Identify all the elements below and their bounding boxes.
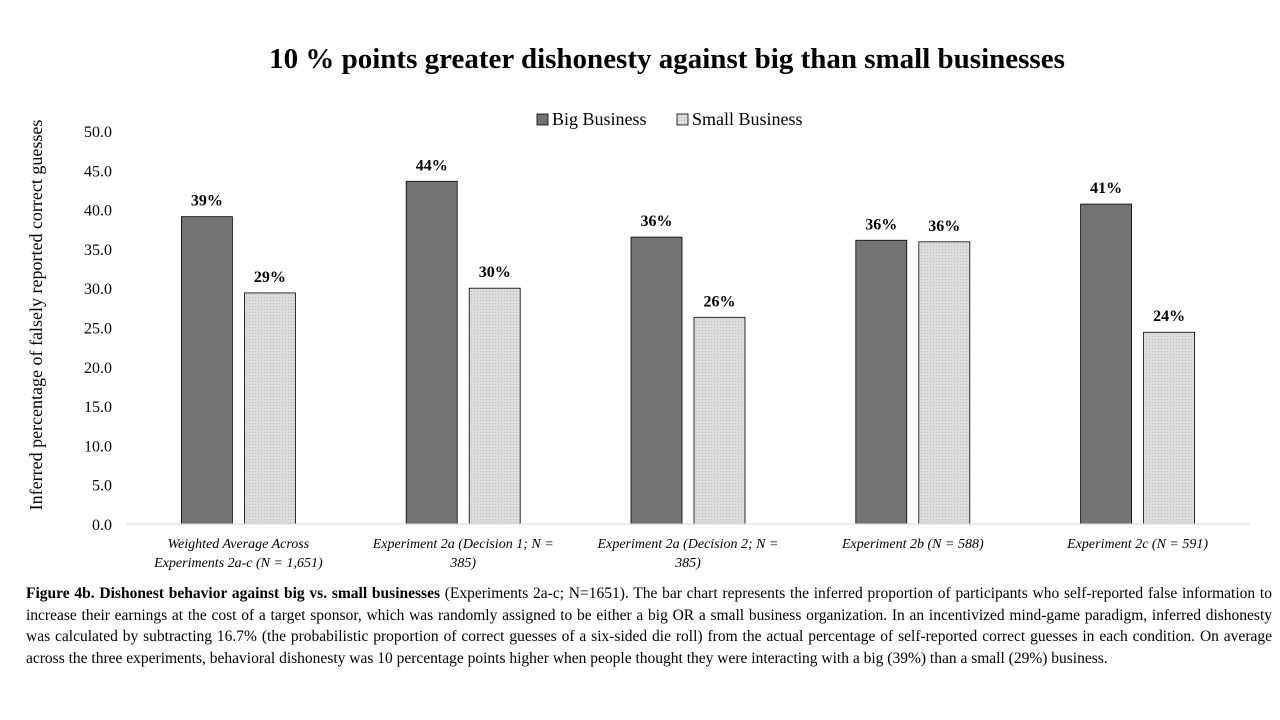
x-tick-label: 385) — [674, 556, 701, 571]
data-label: 26% — [704, 293, 736, 310]
y-tick-label: 5.0 — [92, 478, 112, 495]
data-label: 29% — [254, 269, 286, 286]
y-tick-label: 15.0 — [84, 399, 112, 416]
y-tick-label: 0.0 — [92, 517, 112, 534]
bar-big-business — [1080, 203, 1132, 525]
y-axis-label: Inferred percentage of falsely reported … — [26, 120, 46, 511]
y-tick-label: 45.0 — [84, 163, 112, 180]
legend-swatch-small — [676, 113, 689, 126]
bar-small-business — [918, 241, 971, 525]
bar-small-business — [1143, 331, 1195, 525]
x-tick-label: Weighted Average Across — [168, 537, 310, 552]
x-tick-label: Experiment 2c (N = 591) — [1066, 537, 1208, 552]
x-tick-label: 385) — [449, 556, 476, 571]
y-tick-label: 20.0 — [84, 360, 112, 377]
bar-big-business — [855, 239, 908, 525]
bar-big-business — [180, 216, 233, 525]
chart-title: 10 % points greater dishonesty against b… — [269, 43, 1065, 75]
x-tick-label: Experiment 2b (N = 588) — [841, 537, 984, 552]
x-tick-label: Experiment 2a (Decision 2; N = — [597, 537, 779, 552]
x-tick-label: Experiment 2a (Decision 1; N = — [372, 537, 554, 552]
bar-small-business — [243, 292, 296, 525]
bar-big-business — [630, 236, 683, 525]
legend-swatch-big — [536, 113, 549, 126]
x-tick-label: Experiments 2a-c (N = 1,651) — [153, 556, 323, 571]
bar-small-business — [468, 287, 521, 525]
bar-small-business — [693, 316, 746, 525]
caption-text: (Experiments 2a-c; N=1651). The bar char… — [26, 585, 1272, 667]
caption-title: Figure 4b. Dishonest behavior against bi… — [26, 585, 440, 602]
y-tick-label: 10.0 — [84, 438, 112, 455]
data-label: 36% — [865, 216, 897, 233]
legend: Big Business Small Business — [536, 109, 803, 129]
legend-label-big: Big Business — [552, 109, 647, 129]
y-tick-label: 40.0 — [84, 203, 112, 220]
bar-big-business — [405, 180, 458, 525]
data-label: 44% — [416, 157, 448, 174]
data-label: 36% — [641, 213, 673, 230]
data-label: 24% — [1153, 308, 1185, 325]
y-tick-label: 50.0 — [84, 124, 112, 141]
data-label: 30% — [479, 264, 511, 281]
y-tick-label: 25.0 — [84, 321, 112, 338]
legend-label-small: Small Business — [692, 109, 803, 129]
y-tick-label: 30.0 — [84, 281, 112, 298]
figure-caption: Figure 4b. Dishonest behavior against bi… — [26, 583, 1272, 669]
data-label: 41% — [1090, 180, 1122, 197]
bar-chart: 10 % points greater dishonesty against b… — [26, 43, 1250, 571]
y-tick-label: 35.0 — [84, 242, 112, 259]
data-label: 36% — [928, 218, 960, 235]
data-label: 39% — [191, 193, 223, 210]
